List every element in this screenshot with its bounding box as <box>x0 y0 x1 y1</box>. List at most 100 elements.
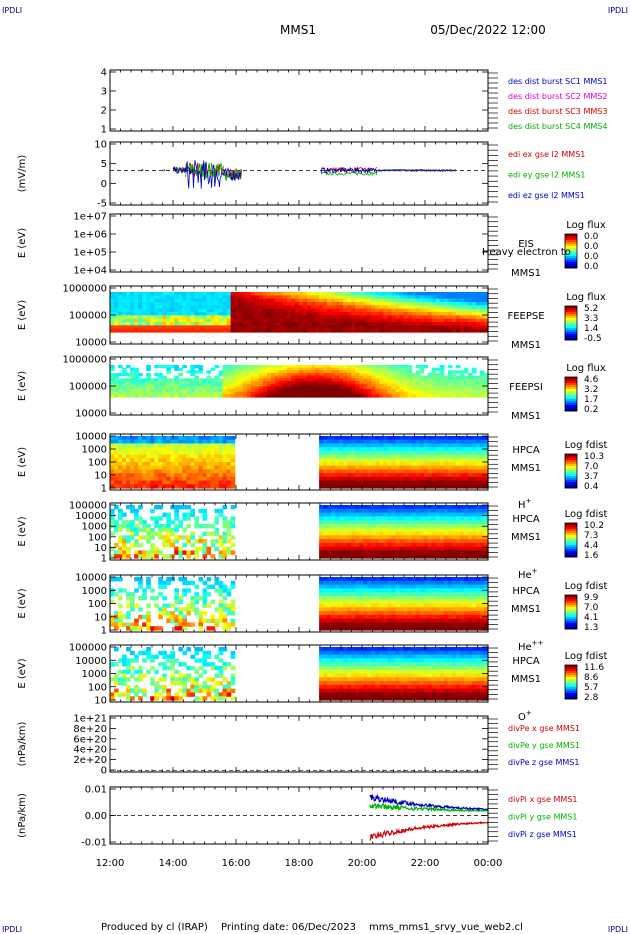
colorbar-cell <box>565 320 577 323</box>
spectrogram-cell <box>114 375 119 379</box>
spectrogram-cell <box>190 305 196 310</box>
spectrogram-cell <box>274 315 280 320</box>
spectrogram-cell <box>483 535 489 540</box>
spectrogram-cell <box>459 308 465 313</box>
spectrogram-cell <box>206 439 212 445</box>
spectrogram-cell <box>214 328 220 333</box>
spectrogram-cell <box>202 465 208 471</box>
spectrogram-cell <box>146 443 151 448</box>
spectrogram-cell <box>355 322 360 326</box>
spectrogram-cell <box>266 292 272 296</box>
spectrogram-cell <box>214 322 220 326</box>
spectrogram-cell <box>170 305 175 310</box>
spectrogram-cell <box>379 439 385 445</box>
spectrogram-cell <box>242 389 248 393</box>
spectrogram-cell <box>174 318 179 323</box>
spectrogram-cell <box>218 325 224 330</box>
spectrogram-cell <box>347 546 352 552</box>
spectrogram-cell <box>323 370 328 374</box>
spectrogram-cell <box>403 325 409 330</box>
spectrogram-cell <box>443 312 449 316</box>
spectrogram-cell <box>130 328 135 333</box>
spectrogram-cell <box>339 447 344 452</box>
spectrogram-cell <box>315 381 320 385</box>
spectrogram-cell <box>343 542 348 548</box>
spectrogram-cell <box>447 546 453 552</box>
instrument-label: FEEPSI <box>509 382 543 393</box>
spectrogram-cell <box>178 386 183 390</box>
colorbar-cell <box>565 484 577 487</box>
spectrogram-cell <box>238 308 244 313</box>
spectrogram-cell <box>170 480 175 485</box>
series-line-blue <box>141 160 457 189</box>
spectrogram-cell <box>463 462 469 467</box>
spectrogram-cell <box>471 375 477 379</box>
spectrogram-cell <box>122 450 127 456</box>
spectrogram-cell <box>114 305 119 310</box>
spacecraft-label: MMS1 <box>511 532 541 543</box>
spectrogram-cell <box>118 614 123 620</box>
spectrogram-cell <box>162 322 167 326</box>
spectrogram-cell <box>174 381 179 385</box>
spectrogram-cell <box>166 484 171 489</box>
spectrogram-cell <box>146 312 151 316</box>
spectrogram-cell <box>403 436 409 441</box>
spectrogram-cell <box>230 375 236 379</box>
spectrogram-cell <box>198 298 204 303</box>
spectrogram-cell <box>343 436 348 441</box>
spectrogram-cell <box>439 315 445 320</box>
spectrogram-cell <box>319 458 324 463</box>
spectrogram-cell <box>403 443 409 448</box>
spectrogram-cell <box>471 394 477 398</box>
spectrogram-cell <box>246 394 252 398</box>
spectrogram-cell <box>206 386 212 390</box>
spectrogram-cell <box>122 443 127 448</box>
spectrogram-cell <box>331 484 336 489</box>
spectrogram-cell <box>355 450 360 456</box>
spectrogram-cell <box>403 523 409 529</box>
spectrogram-cell <box>150 531 155 536</box>
spectrogram-cell <box>375 465 381 471</box>
spectrogram-cell <box>407 539 413 544</box>
spectrogram-cell <box>142 592 147 597</box>
spectrogram-cell <box>290 308 296 313</box>
spectrogram-cell <box>226 295 232 300</box>
spectrogram-cell <box>146 462 151 467</box>
colorbar-tick-label: 1.4 <box>584 324 599 334</box>
spectrogram-cell <box>399 480 405 485</box>
spectrogram-cell <box>290 383 296 387</box>
spectrogram-cell <box>202 328 208 333</box>
spectrogram-cell <box>307 389 312 393</box>
spectrogram-cell <box>222 505 228 510</box>
spectrogram-cell <box>114 462 119 467</box>
spectrogram-cell <box>282 315 288 320</box>
spectrogram-cell <box>158 584 163 589</box>
spectrogram-cell <box>427 292 433 296</box>
spectrogram-cell <box>467 383 473 387</box>
spectrogram-cell <box>439 295 445 300</box>
spectrogram-cell <box>415 322 421 326</box>
spectrogram-cell <box>323 322 328 326</box>
colorbar-title: Log flux <box>566 363 606 374</box>
spectrogram-cell <box>214 439 220 445</box>
spectrogram-cell <box>415 328 421 333</box>
spectrogram-cell <box>355 302 360 306</box>
spectrogram-cell <box>395 386 401 390</box>
spectrogram-cell <box>343 389 348 393</box>
spectrogram-cell <box>383 367 389 371</box>
spectrogram-cell <box>190 443 196 448</box>
spectrogram-cell <box>230 505 236 510</box>
spectrogram-cell <box>190 508 196 514</box>
spectrogram-cell <box>347 295 352 300</box>
spectrogram-cell <box>307 381 312 385</box>
spectrogram-cell <box>158 378 163 382</box>
spectrogram-cell <box>459 520 465 525</box>
spectrogram-cell <box>467 305 473 310</box>
spectrogram-cell <box>270 378 276 382</box>
spectrogram-cell <box>383 315 389 320</box>
spectrogram-cell <box>218 480 224 485</box>
spectrogram-cell <box>138 535 143 540</box>
spectrogram-cell <box>387 394 393 398</box>
spectrogram-cell <box>218 469 224 474</box>
spectrogram-cell <box>110 512 115 517</box>
